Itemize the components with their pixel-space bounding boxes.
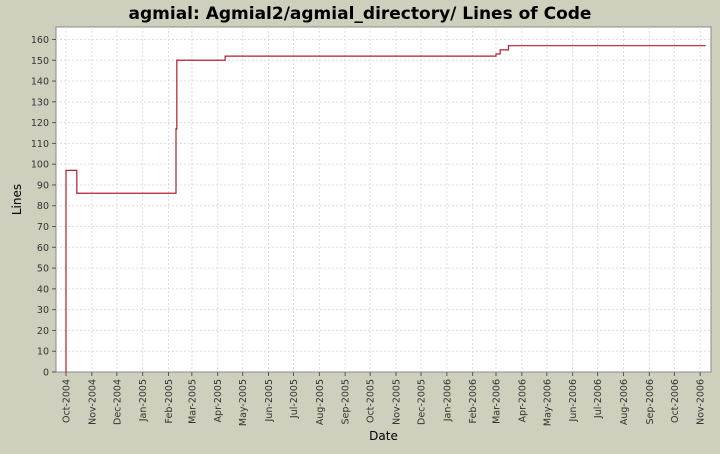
x-axis-label: Date bbox=[369, 429, 398, 443]
y-tick-label: 80 bbox=[37, 201, 49, 212]
x-tick-label: Feb-2005 bbox=[164, 379, 175, 423]
x-tick-label: Jan-2006 bbox=[442, 379, 453, 422]
x-tick-label: Apr-2006 bbox=[517, 379, 528, 422]
x-tick-label: Dec-2004 bbox=[112, 379, 123, 425]
data-point bbox=[65, 169, 67, 172]
y-tick-label: 50 bbox=[37, 264, 49, 275]
x-axis: Oct-2004 Nov-2004 Dec-2004 Jan-2005 Feb-2005… bbox=[62, 372, 707, 426]
series-line bbox=[65, 45, 706, 372]
data-point bbox=[175, 128, 177, 130]
y-tick-label: 40 bbox=[37, 284, 49, 295]
x-tick-label: Apr-2005 bbox=[213, 379, 224, 422]
x-tick-label: Dec-2005 bbox=[417, 379, 428, 425]
x-tick-label: Oct-2005 bbox=[366, 379, 377, 423]
grid-lines bbox=[56, 27, 711, 372]
data-point bbox=[76, 192, 78, 194]
data-point bbox=[495, 53, 497, 55]
series-group bbox=[65, 45, 706, 373]
y-tick-label: 120 bbox=[31, 118, 49, 129]
x-tick-label: Feb-2006 bbox=[468, 379, 479, 423]
plot-area bbox=[55, 26, 712, 373]
x-tick-label: Oct-2004 bbox=[62, 379, 73, 423]
y-tick-label: 10 bbox=[37, 347, 49, 358]
data-point bbox=[499, 49, 501, 51]
y-tick-label: 30 bbox=[37, 305, 49, 316]
y-tick-label: 60 bbox=[37, 243, 49, 254]
y-tick-label: 130 bbox=[31, 97, 49, 108]
data-point bbox=[65, 371, 67, 373]
y-tick-label: 140 bbox=[31, 77, 49, 88]
data-point bbox=[507, 45, 510, 47]
y-tick-label: 0 bbox=[43, 368, 49, 379]
y-tick-label: 100 bbox=[31, 160, 49, 171]
y-tick-label: 20 bbox=[37, 326, 49, 337]
chart-title: agmial: Agmial2/agmial_directory/ Lines … bbox=[129, 4, 592, 24]
y-tick-label: 150 bbox=[31, 56, 49, 67]
y-tick-label: 90 bbox=[37, 180, 49, 191]
data-point bbox=[176, 59, 178, 61]
x-tick-label: Oct-2006 bbox=[670, 379, 681, 423]
x-tick-label: Jun-2005 bbox=[264, 379, 275, 422]
x-tick-label: Mar-2006 bbox=[492, 379, 503, 424]
x-tick-label: Jul-2006 bbox=[593, 379, 604, 419]
x-tick-label: Mar-2005 bbox=[187, 379, 198, 424]
y-axis: 0 10 20 30 40 50 60 70 80 90 100 110 120 130 140 150 160 bbox=[31, 35, 56, 379]
x-tick-label: Jun-2006 bbox=[568, 379, 579, 422]
x-tick-label: May-2006 bbox=[542, 379, 553, 426]
y-tick-label: 70 bbox=[37, 222, 49, 233]
x-tick-label: May-2005 bbox=[238, 379, 249, 426]
x-tick-label: Jul-2005 bbox=[289, 379, 300, 419]
y-axis-label: Lines bbox=[10, 184, 24, 215]
x-tick-label: Nov-2004 bbox=[87, 379, 98, 425]
data-point bbox=[704, 45, 706, 47]
x-tick-label: Aug-2005 bbox=[315, 379, 326, 425]
y-tick-label: 110 bbox=[31, 139, 49, 150]
x-tick-label: Aug-2006 bbox=[619, 379, 630, 425]
y-tick-label: 160 bbox=[31, 35, 49, 46]
x-tick-label: Sep-2006 bbox=[645, 379, 656, 425]
x-tick-label: Nov-2006 bbox=[696, 379, 707, 425]
x-tick-label: Jan-2005 bbox=[138, 379, 149, 422]
data-point bbox=[224, 55, 226, 57]
x-tick-label: Sep-2005 bbox=[341, 379, 352, 425]
x-tick-label: Nov-2005 bbox=[392, 379, 403, 425]
